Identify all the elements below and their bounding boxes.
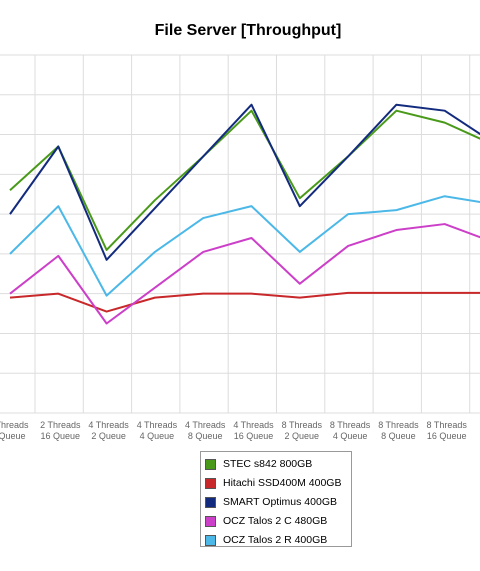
series-line-smart-optimus-400gb bbox=[10, 105, 480, 260]
legend-label: SMART Optimus 400GB bbox=[223, 496, 337, 508]
x-tick-label: 2 Queue bbox=[285, 431, 320, 441]
x-tick-label: 16 Queue bbox=[234, 431, 274, 441]
legend-label: OCZ Talos 2 R 400GB bbox=[223, 534, 327, 546]
series-line-ocz-talos-2-r-400gb bbox=[10, 196, 480, 295]
x-tick-label: 16 Queue bbox=[427, 431, 467, 441]
legend-swatch bbox=[205, 478, 216, 489]
legend: STEC s842 800GB Hitachi SSD400M 400GB SMAR… bbox=[200, 451, 352, 547]
legend-item: OCZ Talos 2 C 480GB bbox=[205, 513, 327, 529]
legend-item: SMART Optimus 400GB bbox=[205, 494, 337, 510]
legend-swatch bbox=[205, 497, 216, 508]
legend-label: STEC s842 800GB bbox=[223, 458, 312, 470]
legend-item: Hitachi SSD400M 400GB bbox=[205, 475, 341, 491]
gridlines bbox=[0, 55, 480, 413]
legend-label: OCZ Talos 2 C 480GB bbox=[223, 515, 327, 527]
x-tick-label: 8 Threads bbox=[378, 420, 419, 430]
x-tick-label: 2 Queue bbox=[91, 431, 126, 441]
x-tick-label: 4 Threads bbox=[185, 420, 226, 430]
series-line-ocz-talos-2-c-480gb bbox=[10, 224, 480, 323]
x-tick-label: 8 Threads bbox=[427, 420, 468, 430]
legend-item: OCZ Talos 2 R 400GB bbox=[205, 532, 327, 548]
x-tick-label: 8 Queue bbox=[381, 431, 416, 441]
legend-swatch bbox=[205, 459, 216, 470]
x-tick-label: 4 Threads bbox=[233, 420, 274, 430]
x-tick-label: 16 Queue bbox=[41, 431, 81, 441]
x-tick-label: 8 Threads bbox=[282, 420, 323, 430]
series-line-hitachi-ssd400m-400gb bbox=[10, 293, 480, 312]
legend-swatch bbox=[205, 516, 216, 527]
x-tick-label: 4 Threads bbox=[137, 420, 178, 430]
x-tick-label: 4 Threads bbox=[88, 420, 129, 430]
x-tick-label: 4 Queue bbox=[333, 431, 368, 441]
x-tick-label: Queue bbox=[0, 431, 26, 441]
x-tick-label: Threads bbox=[0, 420, 29, 430]
legend-item: STEC s842 800GB bbox=[205, 456, 312, 472]
legend-label: Hitachi SSD400M 400GB bbox=[223, 477, 341, 489]
x-tick-label: 8 Queue bbox=[188, 431, 223, 441]
x-tick-label: 2 Threads bbox=[40, 420, 81, 430]
x-tick-label: 4 Queue bbox=[140, 431, 175, 441]
chart-title: File Server [Throughput] bbox=[155, 22, 342, 39]
legend-swatch bbox=[205, 535, 216, 546]
x-tick-label: 8 Threads bbox=[330, 420, 371, 430]
